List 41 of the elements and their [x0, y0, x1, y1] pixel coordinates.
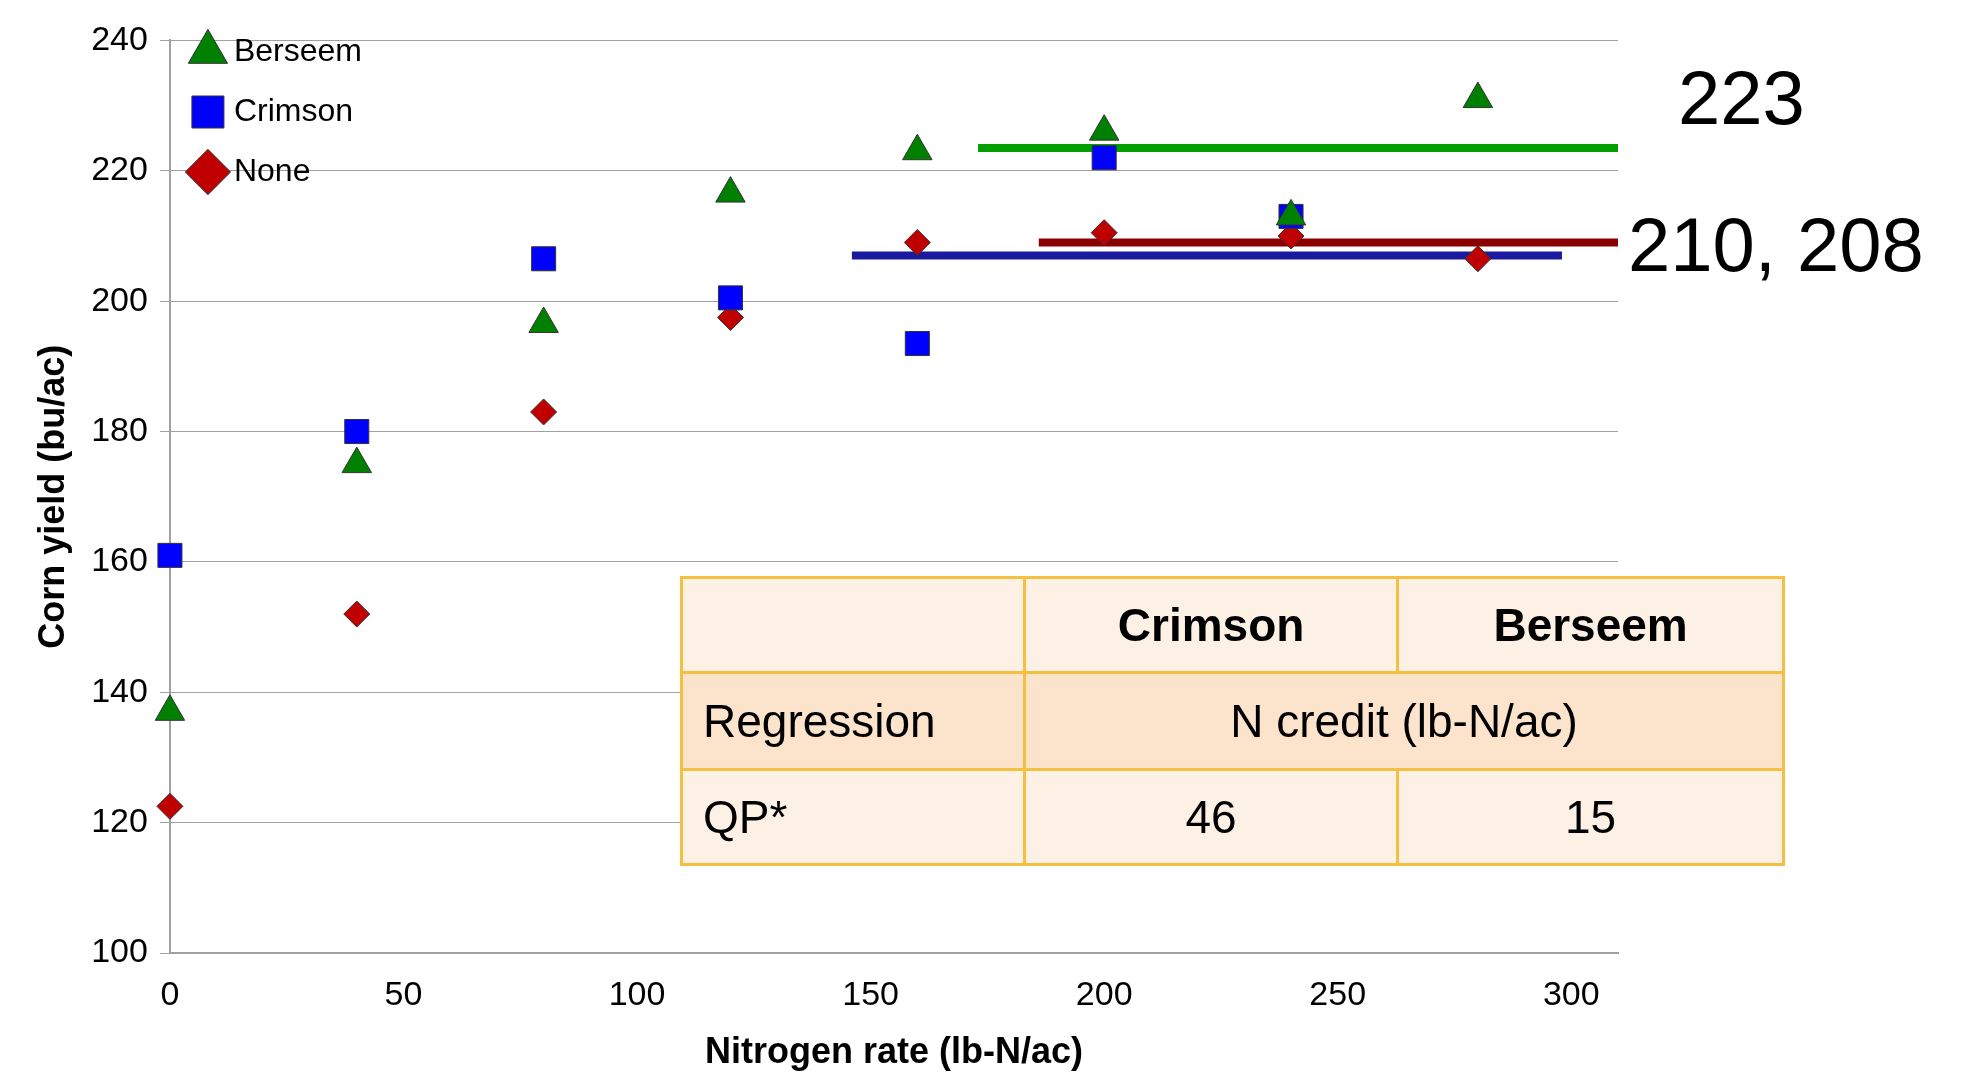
x-axis-title: Nitrogen rate (lb-N/ac) — [704, 1030, 1083, 1072]
annotation: 15 — [1397, 769, 1784, 865]
point — [344, 418, 370, 445]
y-tick-label: 200 — [91, 279, 148, 318]
annotation: N credit (lb-N/ac) — [1024, 672, 1784, 770]
annotation: 46 — [1024, 769, 1398, 865]
point — [531, 246, 557, 272]
annotation: Crimson — [1024, 577, 1398, 673]
x-tick-label: 150 — [842, 973, 899, 1012]
y-tick-label: 120 — [91, 801, 148, 839]
point — [1091, 145, 1117, 171]
point — [156, 792, 184, 820]
y-tick-label: 100 — [91, 931, 148, 970]
legend-label: Crimson — [233, 91, 354, 128]
x-tick-label: 200 — [1075, 973, 1133, 1012]
annotation: Regression — [681, 672, 1025, 770]
point — [717, 285, 743, 311]
y-tick-label: 240 — [91, 18, 148, 57]
point — [903, 228, 931, 256]
text: 210, 208 — [1628, 202, 1924, 288]
y-tick-label: 160 — [91, 540, 148, 579]
annotation: QP* — [681, 769, 1025, 865]
point — [904, 330, 930, 357]
legend-label: None — [233, 151, 311, 188]
point — [530, 398, 558, 426]
point — [343, 600, 371, 628]
y-tick-label: 180 — [91, 409, 148, 448]
x-tick-label: 250 — [1309, 973, 1367, 1012]
y-axis-title: Corn yield (bu/ac) — [30, 344, 72, 649]
x-tick-label: 50 — [384, 973, 423, 1012]
point — [157, 542, 183, 568]
text: 223 — [1678, 54, 1805, 140]
annotation: Berseem — [1397, 577, 1784, 673]
legend-label: Berseem — [233, 31, 362, 68]
y-tick-label: 220 — [91, 149, 148, 188]
point — [1464, 245, 1492, 273]
x-tick-label: 300 — [1542, 973, 1600, 1012]
x-tick-label: 0 — [160, 973, 180, 1012]
x-tick-label: 100 — [608, 973, 666, 1012]
point — [1090, 219, 1118, 247]
y-tick-label: 140 — [91, 670, 148, 709]
